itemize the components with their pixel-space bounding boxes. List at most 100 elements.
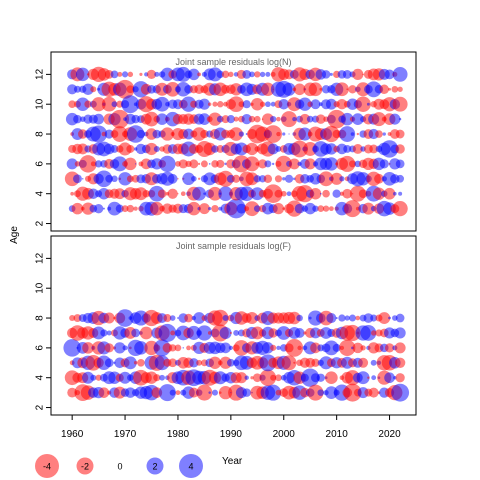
residual-bubble [344, 200, 362, 218]
residual-bubble [244, 156, 260, 172]
legend-label: -2 [81, 462, 89, 472]
residual-bubble [111, 101, 118, 108]
residual-bubble [115, 204, 124, 213]
residual-bubble [110, 145, 119, 153]
residual-bubble [383, 187, 396, 200]
residual-bubble [196, 384, 213, 401]
residual-bubble [321, 70, 331, 79]
residual-bubble [332, 189, 341, 198]
residual-bubble [126, 125, 145, 143]
residual-bubble [126, 175, 134, 183]
residual-bubble [136, 129, 146, 139]
residual-bubble [74, 161, 81, 167]
residual-bubble [177, 317, 179, 319]
residual-bubble [301, 368, 320, 387]
residual-bubble [198, 203, 210, 215]
residual-bubble [196, 359, 203, 366]
residual-bubble [339, 176, 345, 182]
x-tick-label: 1970 [114, 429, 137, 440]
residual-bubble [388, 87, 392, 91]
residual-bubble [270, 101, 276, 107]
residual-bubble [258, 159, 268, 169]
residual-bubble [268, 328, 278, 338]
residual-bubble [394, 327, 406, 339]
residual-bubble [340, 112, 354, 126]
residual-bubble [177, 178, 179, 180]
residual-bubble [275, 155, 292, 173]
residual-bubble [308, 82, 323, 97]
residual-bubble [110, 70, 119, 79]
residual-bubble [250, 326, 264, 340]
legend-item: 4 [179, 454, 203, 478]
residual-bubble [170, 330, 176, 336]
residual-bubble [162, 343, 173, 353]
residual-bubble [212, 389, 218, 396]
residual-bubble [276, 131, 281, 137]
residual-bubble [154, 71, 160, 77]
residual-bubble [388, 316, 391, 320]
residual-bubble [352, 68, 364, 80]
residual-bubble [217, 101, 224, 108]
residual-bubble [349, 314, 357, 322]
y-tick-label: 4 [35, 190, 46, 196]
residual-bubble [245, 312, 259, 325]
residual-bubble [348, 85, 357, 94]
residual-bubble [316, 114, 326, 124]
residual-bubble [134, 187, 148, 201]
residual-bubble [139, 72, 143, 76]
residual-bubble [163, 314, 172, 323]
residual-bubble [350, 132, 355, 136]
residual-bubble [241, 113, 252, 125]
legend-item: -2 [76, 457, 94, 475]
residual-bubble [261, 82, 275, 96]
residual-bubble [343, 383, 362, 402]
residual-bubble [224, 162, 227, 166]
residual-bubble [319, 87, 323, 91]
residual-bubble [311, 358, 320, 367]
residual-bubble [324, 340, 339, 356]
residual-bubble [394, 357, 406, 368]
bubble-layer [63, 309, 410, 402]
residual-bubble [391, 383, 410, 402]
residual-bubble [183, 128, 194, 140]
residual-bubble [397, 86, 403, 92]
x-tick-label: 1990 [220, 429, 243, 440]
residual-bubble [73, 85, 81, 93]
residual-bubble [263, 184, 283, 204]
residual-bubble [368, 387, 379, 398]
residual-bubble [186, 345, 191, 351]
residual-bubble [233, 116, 239, 122]
residual-bubble [251, 97, 264, 111]
x-tick-label: 1980 [167, 429, 190, 440]
residual-bubble [358, 189, 368, 198]
residual-bubble [356, 371, 370, 385]
residual-bubble [242, 69, 252, 79]
residual-bubble [254, 71, 261, 78]
x-tick-label: 2020 [378, 429, 401, 440]
residual-bubble [90, 161, 96, 167]
residual-bubble [134, 341, 148, 355]
residual-bubble [394, 342, 406, 354]
residual-bubble [281, 111, 298, 128]
residual-bubble [70, 191, 75, 196]
residual-bubble [270, 374, 277, 381]
residual-bubble [182, 172, 195, 186]
residual-bubble [274, 189, 283, 198]
residual-bubble [292, 116, 297, 122]
residual-bubble [360, 325, 377, 341]
residual-bubble [159, 155, 176, 173]
residual-bubble [267, 143, 279, 155]
residual-bubble [236, 203, 247, 214]
residual-bubble [363, 313, 374, 323]
residual-bubble [121, 205, 129, 213]
residual-bubble [310, 342, 321, 354]
legend-bubble [35, 454, 59, 478]
residual-bubble [228, 71, 234, 78]
x-axis-label: Year [222, 456, 243, 467]
residual-bubble [145, 371, 158, 384]
residual-bubble [73, 114, 82, 124]
residual-bubble [91, 97, 106, 112]
residual-bubble [395, 313, 405, 323]
residual-bubble [372, 187, 386, 200]
